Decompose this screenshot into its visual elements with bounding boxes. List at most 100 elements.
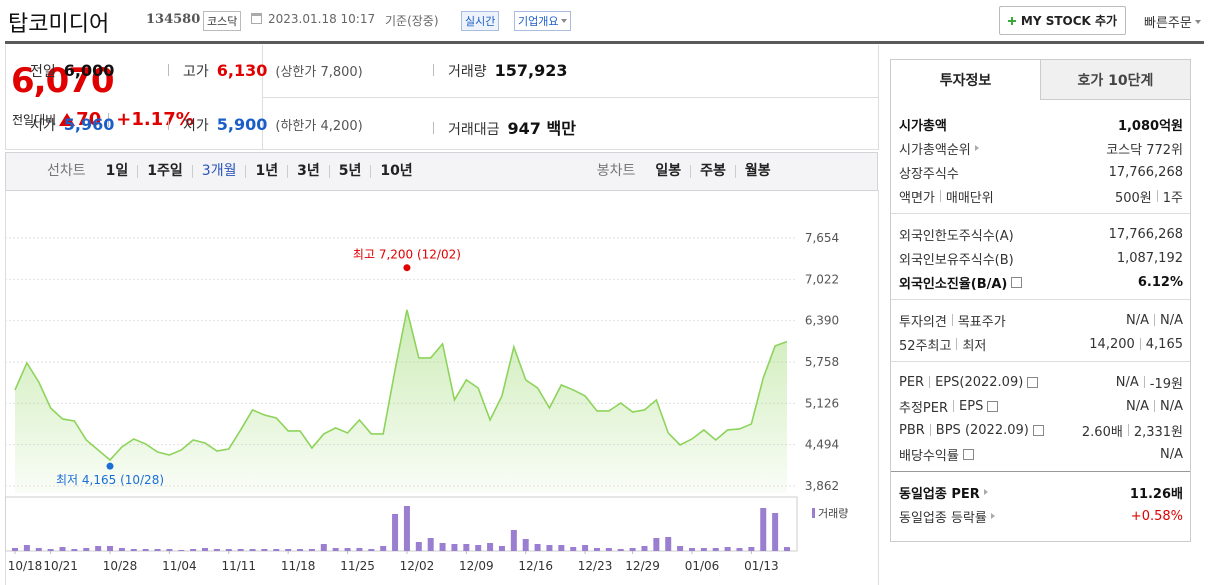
info-row: 외국인소진율(B/A) 6.12% [899,271,1183,293]
candle-chart-label: 봉차트 [596,163,636,179]
volume-frame [5,496,798,552]
company-button[interactable]: 기업개요 [514,11,572,31]
arrow-icon [974,145,979,151]
help-icon[interactable] [987,400,999,412]
volume-bar [380,546,387,551]
stat-value: 6,000 [63,61,115,80]
help-icon[interactable] [1027,376,1039,388]
my-stock-button[interactable]: MY STOCK 추가 [999,6,1126,35]
quick-order[interactable]: 빠른주문 [1144,12,1201,31]
price-line [14,309,788,462]
period-option[interactable]: 3개월 [191,164,246,178]
company-label: 기업개요 [518,15,559,28]
quick-order-label: 빠른주문 [1144,16,1192,31]
volume-bar [95,546,102,551]
info-row: 추정PER EPS N/A N/A [899,395,1183,417]
volume-bar [261,549,268,551]
row-label: 배당수익률 [899,445,974,464]
info-row: 52주최고 최저 14,200 4,165 [899,333,1183,355]
volume-bar [439,543,446,551]
value-text: N/A [1160,312,1183,328]
value-text: -19원 [1149,376,1183,392]
candle-option[interactable]: 일봉 [655,163,682,179]
volume-bar [213,549,220,551]
label-text: BPS (2022.09) [935,422,1029,438]
tab-active[interactable]: 투자정보 [890,59,1041,99]
stat: 고가 6,130 (상한가 7,800) [168,61,363,81]
market-badge: 코스닥 [203,11,242,31]
header-rule [5,41,1204,44]
divider [1143,376,1145,388]
period-option[interactable]: 5년 [328,164,371,178]
volume-bar [712,548,719,551]
help-icon[interactable] [1011,276,1023,288]
volume-bar [760,508,767,551]
change-label: 전일대비 [12,113,57,127]
row-value: N/A N/A [1126,313,1183,328]
x-tick-label: 12/02 [400,559,435,573]
y-tick-label: 6,390 [805,314,839,328]
volume-bar [83,548,90,551]
tab[interactable]: 호가 10단계 [1040,59,1191,100]
volume-bar [249,549,256,551]
divider [939,190,941,202]
period-option[interactable]: 1년 [245,164,287,178]
realtime-badge[interactable]: 실시간 [461,11,500,31]
stat-label: 고가 [183,64,209,80]
row-value: 코스닥 772위 [1106,139,1183,158]
label-text: 시가총액순위 [899,142,971,158]
y-tick-label: 5,126 [805,396,839,410]
label-text: 목표주가 [957,314,1006,330]
y-tick-label: 3,862 [805,479,839,493]
volume-bar [178,550,185,551]
divider [929,424,931,436]
x-tick-label: 01/13 [744,559,779,573]
row-label: 외국인소진율(B/A) [899,273,1023,292]
x-tick-label: 11/04 [162,559,197,573]
period-option[interactable]: 3년 [287,164,329,178]
row-label: 외국인한도주식수(A) [899,225,1014,244]
volume-bar [12,548,18,551]
volume-bar [107,546,114,551]
annotation-label: 최고 7,200 (12/02) [353,248,461,262]
volume-bar [23,545,30,551]
volume-bar [320,544,327,551]
volume-bar [700,548,707,551]
info-row: 외국인한도주식수(A) 17,766,268 [899,223,1183,245]
period-option[interactable]: 1주일 [137,164,192,178]
help-icon[interactable] [962,448,974,460]
info-row: 시가총액순위 코스닥 772위 [899,137,1183,159]
period-bar: 선차트 1일 1주일 3개월 1년 3년 5년 10년 봉차트 일봉 주봉 월봉 [5,152,878,191]
stat-note: (상한가 7,800) [275,65,363,80]
volume-bar [570,547,577,551]
period-option[interactable]: 1일 [105,163,129,179]
volume-bar [677,546,684,551]
basis: 기준(장중) [385,14,439,28]
volume-bar [688,548,695,551]
volume-bar [35,548,42,551]
row-value: 2.60배 2,331원 [1082,421,1183,440]
stat: 시가 5,960 [30,115,114,135]
arrow-icon [990,513,995,519]
volume-bar [724,547,731,551]
stock-name: 탑코미디어 [8,12,110,37]
period-option[interactable]: 10년 [370,164,421,178]
info-row: 시가총액 1,080억원 [899,113,1183,135]
row-label: 시가총액 [899,115,947,134]
candle-option[interactable]: 월봉 [734,164,780,178]
volume-bar [154,549,161,551]
row-label: 투자의견 목표주가 [899,311,1006,330]
stat-value: 5,960 [63,115,115,134]
volume-bar [641,546,648,551]
x-tick-label: 12/09 [459,559,494,573]
help-icon[interactable] [1032,424,1044,436]
label-text: 외국인소진율(B/A) [899,276,1008,292]
volume-bar [475,545,482,551]
label-text: 추정PER [899,400,949,416]
candle-option[interactable]: 주봉 [690,164,735,178]
row-value: 11.26배 [1130,483,1183,502]
y-tick-label: 7,654 [805,231,839,245]
value-text: 1,087,192 [1116,250,1183,266]
row-value: N/A -19원 [1116,373,1183,392]
